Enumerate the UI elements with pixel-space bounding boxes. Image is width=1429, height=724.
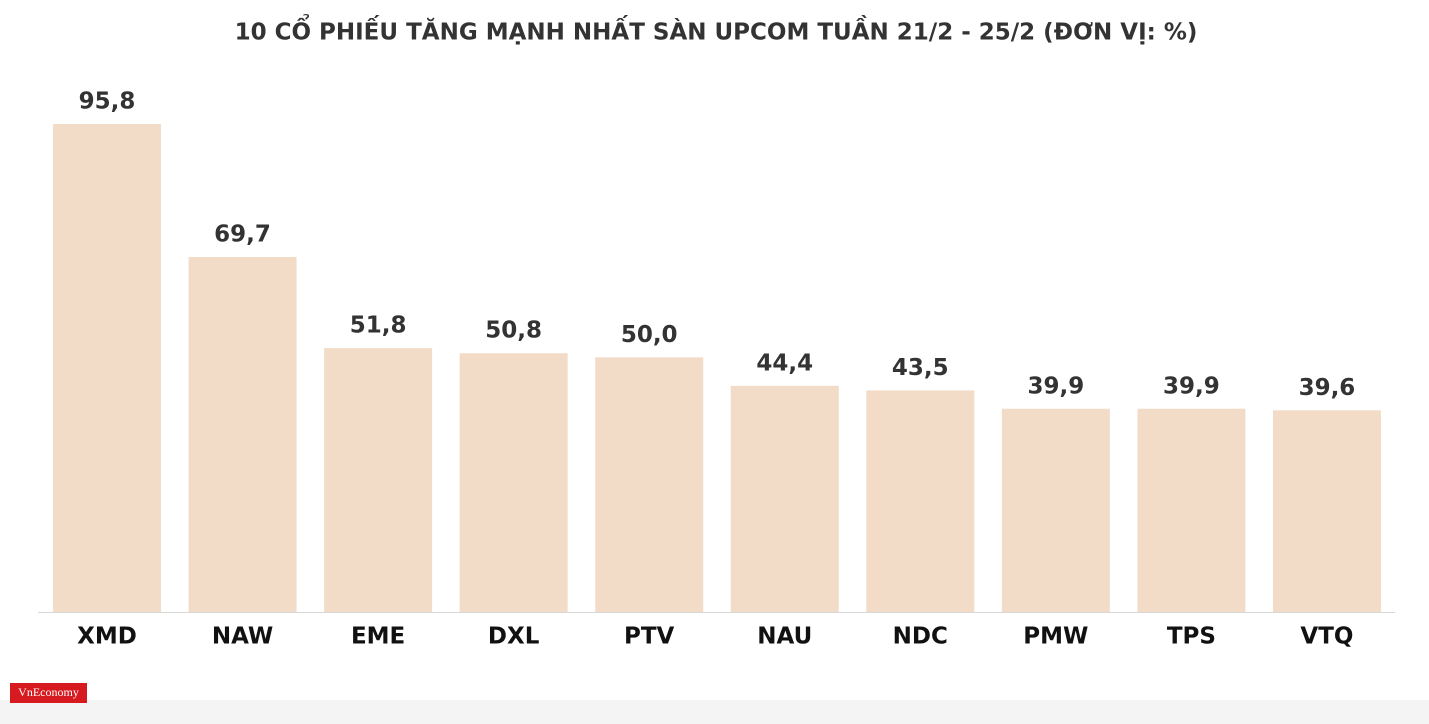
- x-tick-label: XMD: [77, 624, 137, 650]
- x-tick-label: VTQ: [1300, 624, 1353, 650]
- value-label: 43,5: [892, 355, 949, 381]
- bar: [459, 353, 568, 612]
- bar: [1001, 408, 1110, 612]
- bar: [324, 348, 433, 612]
- bar: [1137, 408, 1246, 612]
- bar: [1272, 410, 1381, 612]
- bar: [188, 256, 297, 612]
- value-label: 50,0: [621, 322, 678, 348]
- x-tick-label: EME: [351, 624, 405, 650]
- bar: [730, 385, 839, 612]
- x-tick-label: NDC: [893, 624, 948, 650]
- x-tick-label: PMW: [1023, 624, 1088, 650]
- x-tick-label: TPS: [1167, 624, 1216, 650]
- value-label: 50,8: [485, 318, 542, 344]
- bar: [595, 357, 704, 612]
- bar: [53, 124, 161, 612]
- x-tick-label: NAW: [212, 624, 273, 650]
- chart-title: 10 CỔ PHIẾU TĂNG MẠNH NHẤT SÀN UPCOM TUẦ…: [235, 14, 1198, 46]
- x-tick-label: DXL: [488, 624, 540, 650]
- x-tick-label: PTV: [624, 624, 675, 650]
- value-label: 51,8: [350, 313, 407, 339]
- value-label: 44,4: [756, 350, 813, 376]
- logo: VnEconomy: [18, 685, 79, 699]
- value-label: 95,8: [79, 89, 136, 115]
- x-tick-label: NAU: [757, 624, 812, 650]
- bar: [866, 390, 975, 612]
- value-label: 39,9: [1027, 373, 1084, 399]
- logo-box: [10, 683, 87, 703]
- value-label: 69,7: [214, 221, 271, 247]
- value-label: 39,9: [1163, 373, 1220, 399]
- footer-band: [0, 700, 1429, 724]
- value-label: 39,6: [1299, 375, 1356, 401]
